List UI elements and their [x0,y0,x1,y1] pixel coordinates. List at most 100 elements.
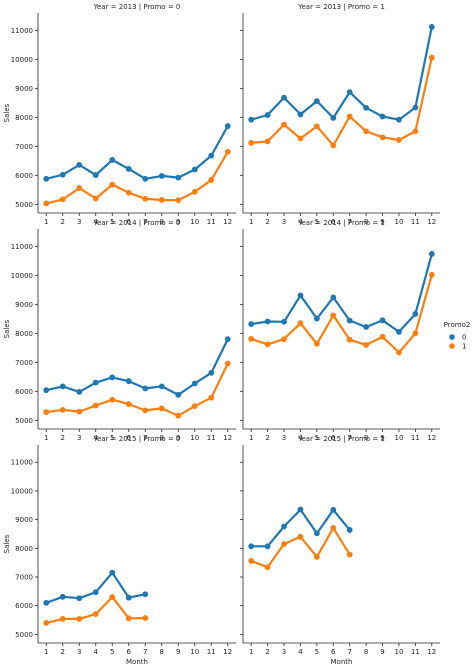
data-point [191,380,198,387]
data-point [297,135,304,142]
data-point [158,383,165,390]
data-point [264,318,271,325]
x-tick-label: 3 [282,218,286,226]
x-tick-label: 1 [249,434,253,442]
data-point [412,104,419,111]
panel-title: Year = 2014 | Promo = 1 [297,219,385,227]
data-point [92,172,99,178]
y-tick-label: 6000 [15,602,33,610]
y-axis-label: Sales [3,103,11,122]
data-point [191,403,198,410]
x-tick-label: 5 [315,218,319,226]
data-point [76,615,83,622]
x-tick-label: 10 [394,434,403,442]
x-tick-label: 3 [282,648,286,656]
data-point [92,379,99,386]
data-point [59,171,66,178]
x-axis-label: Month [126,658,148,666]
legend-title: Promo2 [444,321,471,329]
x-tick-label: 2 [265,648,269,656]
y-tick-label: 5000 [15,631,33,639]
data-point [125,615,132,622]
x-tick-label: 8 [160,218,164,226]
data-point [396,137,402,143]
x-tick-label: 10 [190,218,199,226]
data-point [59,383,66,390]
x-tick-label: 11 [411,218,420,226]
data-point [158,172,165,179]
data-point [412,311,419,317]
x-tick-label: 4 [298,648,303,656]
y-axis-label: Sales [3,319,11,338]
y-tick-label: 10000 [11,272,33,280]
panel-title: Year = 2013 | Promo = 0 [93,3,181,11]
data-point [125,378,132,385]
series-line-promo2-0 [251,253,433,333]
data-point [208,152,215,159]
data-point [125,189,132,196]
x-tick-label: 7 [143,218,147,226]
legend: Promo2 01 [444,321,471,351]
y-tick-label: 7000 [15,143,33,151]
legend-marker [449,334,455,340]
data-point [208,177,215,183]
data-point [346,527,353,533]
data-point [125,166,132,172]
facet-panel-5: Year = 2015 | Promo = 0 5000 6000 7000 8000 9… [3,435,236,666]
data-point [396,349,402,356]
data-point [59,406,66,413]
data-point [92,589,99,596]
y-tick-label: 5000 [15,417,33,425]
data-point [248,139,255,146]
y-tick-label: 7000 [15,574,33,582]
data-point [264,112,271,118]
data-point [208,394,215,401]
x-tick-label: 8 [364,434,368,442]
data-point [281,121,287,128]
x-tick-label: 6 [331,434,336,442]
data-point [224,123,231,129]
data-point [313,315,320,322]
data-point [59,593,66,600]
data-point [313,98,320,105]
x-tick-label: 2 [265,218,269,226]
x-axis-label: Month [331,658,353,666]
data-point [76,408,83,415]
data-point [224,360,231,367]
data-point [158,197,165,203]
data-point [76,595,83,602]
x-tick-label: 1 [44,218,48,226]
data-point [43,620,50,626]
data-point [428,251,435,257]
x-tick-label: 12 [223,648,232,656]
x-tick-label: 6 [331,218,336,226]
data-point [125,401,132,407]
y-tick-label: 9000 [15,516,33,524]
data-point [412,330,419,337]
data-point [313,554,320,560]
series-line-promo2-1 [250,274,433,354]
data-point [363,104,370,111]
y-tick-label: 10000 [11,56,33,64]
x-tick-label: 12 [223,434,232,442]
data-point [396,328,402,335]
x-tick-label: 1 [44,648,48,656]
data-point [92,402,99,409]
data-point [264,564,271,571]
series-line-promo2-0 [250,26,433,121]
x-tick-label: 6 [127,434,132,442]
x-tick-label: 7 [143,648,147,656]
data-point [43,599,50,606]
x-tick-label: 6 [127,218,132,226]
data-point [313,530,320,537]
data-point [43,387,50,394]
y-tick-label: 5000 [15,201,33,209]
data-point [330,142,337,149]
data-point [224,148,231,155]
facet-panel-2: Year = 2013 | Promo = 11 2 3 4 5 6 7 8 9 10 11 12 [240,3,440,226]
data-point [248,543,255,550]
series-line-promo2-1 [251,57,433,147]
x-tick-label: 11 [207,648,216,656]
x-tick-label: 1 [249,218,253,226]
y-tick-label: 8000 [15,545,33,553]
